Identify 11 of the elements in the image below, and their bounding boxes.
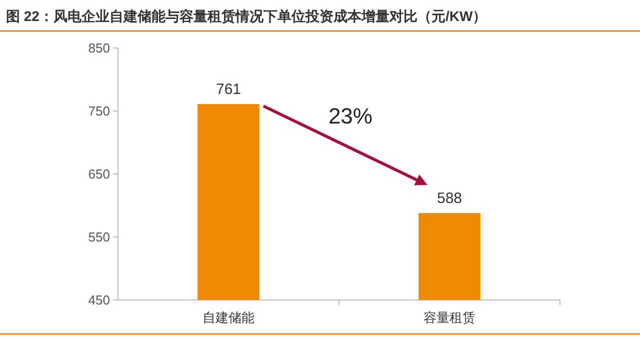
y-tick-label: 650	[88, 166, 110, 182]
annotation: 23%	[328, 104, 372, 129]
data-label: 761	[216, 81, 242, 98]
data-label: 588	[436, 190, 462, 208]
x-tick-label: 容量租赁	[424, 310, 476, 325]
y-tick-label: 550	[88, 230, 110, 245]
x-tick-label: 自建储能	[202, 310, 254, 325]
y-tick-label: 750	[88, 104, 110, 119]
y-tick-label: 450	[88, 292, 110, 308]
chart-title: 图 22：风电企业自建储能与容量租赁情况下单位投资成本增量对比（元/KW）	[6, 8, 487, 24]
y-tick-label: 850	[88, 40, 110, 56]
